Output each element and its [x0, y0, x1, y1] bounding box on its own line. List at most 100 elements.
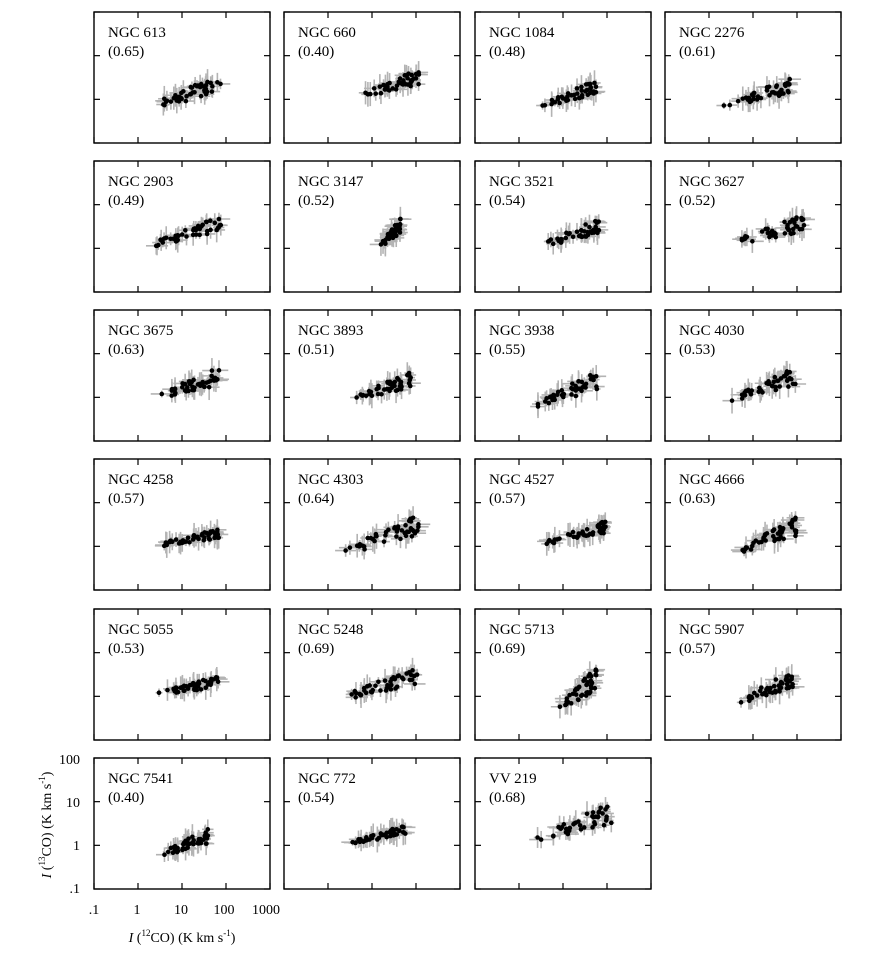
panel-galaxy-name: NGC 7541	[108, 771, 173, 787]
data-point	[378, 688, 383, 693]
data-point	[578, 227, 584, 233]
data-points	[740, 515, 799, 554]
x-axis-tick-labels: .1 1 10 100 1000	[89, 903, 280, 918]
panel-ratio-value: (0.48)	[489, 44, 525, 60]
data-point	[780, 526, 786, 531]
data-point	[587, 224, 592, 230]
data-point	[393, 388, 399, 394]
data-point	[409, 534, 415, 539]
data-point	[788, 231, 794, 237]
data-point	[401, 830, 407, 835]
panel-galaxy-name: NGC 3938	[489, 323, 554, 339]
data-point	[414, 672, 420, 677]
data-point	[174, 98, 180, 103]
data-point	[187, 92, 193, 97]
panel-galaxy-name: NGC 1084	[489, 25, 555, 41]
data-point	[574, 386, 580, 392]
data-point	[570, 691, 576, 697]
data-point	[200, 677, 206, 683]
data-point	[765, 226, 770, 232]
data-point	[408, 516, 413, 522]
data-point	[576, 819, 581, 824]
data-point	[597, 529, 603, 534]
data-point	[579, 88, 585, 93]
data-point	[593, 373, 599, 379]
data-point	[396, 673, 402, 678]
data-point	[772, 91, 778, 96]
panel-ratio-value: (0.68)	[489, 790, 525, 806]
data-point	[799, 217, 805, 223]
data-points	[153, 216, 224, 249]
panel: NGC 4030 (0.53)	[664, 309, 842, 442]
data-point	[581, 825, 587, 830]
data-point	[773, 387, 779, 393]
data-point	[571, 534, 576, 540]
data-point	[740, 96, 746, 101]
data-point	[535, 401, 541, 407]
data-point	[540, 103, 545, 108]
data-point	[185, 385, 190, 390]
data-point	[782, 231, 788, 236]
data-point	[398, 216, 403, 222]
data-points	[544, 519, 608, 547]
data-point	[172, 392, 178, 397]
x-axis-label: I (12CO) (K km s-1)	[128, 928, 236, 946]
data-point	[576, 233, 582, 239]
data-point	[784, 370, 789, 376]
data-point	[183, 98, 189, 104]
data-point	[585, 92, 591, 98]
data-point	[787, 521, 793, 527]
data-point	[173, 537, 179, 542]
panel: NGC 4527 (0.57)	[474, 458, 652, 591]
data-point	[789, 674, 795, 680]
panel-galaxy-name: NGC 4666	[679, 472, 745, 488]
panel: NGC 4303 (0.64)	[283, 458, 461, 591]
data-point	[209, 368, 215, 373]
data-point	[744, 545, 750, 551]
data-point	[410, 668, 415, 673]
data-point	[406, 370, 412, 376]
panel: NGC 772 (0.54)	[283, 757, 461, 890]
data-point	[407, 377, 413, 383]
y-axis-tick-labels: .1 1 10 100	[59, 753, 80, 897]
data-point	[373, 683, 378, 689]
data-point	[394, 228, 400, 233]
data-points	[535, 372, 600, 409]
data-point	[392, 379, 398, 385]
data-point	[587, 372, 593, 378]
data-point	[792, 220, 797, 226]
data-point	[587, 531, 593, 537]
data-point	[208, 227, 213, 233]
y-axis-label: I (13CO) (K km s-1)	[37, 771, 55, 879]
data-point	[412, 681, 418, 687]
panel-ratio-value: (0.69)	[298, 641, 334, 657]
data-point	[197, 232, 202, 238]
data-point	[412, 530, 418, 536]
x-tick-label: 100	[214, 903, 235, 918]
data-point	[203, 91, 209, 97]
data-point	[583, 381, 589, 387]
data-point	[182, 539, 187, 545]
panel-ratio-value: (0.40)	[298, 44, 334, 60]
data-point	[181, 88, 186, 94]
data-point	[600, 811, 605, 816]
data-point	[413, 76, 419, 81]
data-point	[386, 236, 392, 242]
data-points	[540, 80, 599, 108]
data-point	[604, 816, 609, 822]
data-point	[593, 668, 598, 673]
data-point	[390, 86, 396, 91]
data-point	[181, 688, 187, 694]
data-point	[389, 676, 394, 682]
data-point	[583, 82, 589, 87]
data-point	[567, 692, 572, 698]
data-point	[594, 386, 600, 392]
data-point	[785, 377, 790, 382]
data-point	[592, 685, 598, 691]
data-point	[595, 523, 601, 529]
data-point	[154, 243, 160, 249]
data-point	[556, 824, 561, 830]
data-point	[563, 826, 569, 832]
data-point	[584, 87, 590, 93]
data-point	[557, 704, 563, 710]
